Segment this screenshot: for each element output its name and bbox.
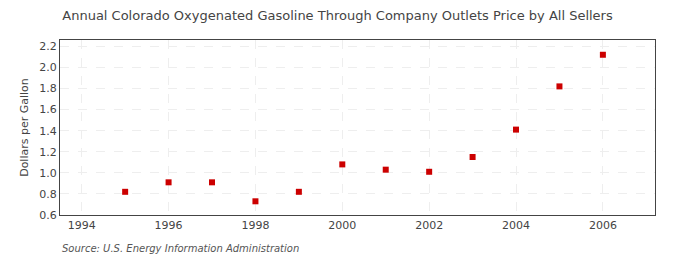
svg-text:1.8: 1.8 (39, 82, 57, 95)
svg-text:1.2: 1.2 (39, 146, 57, 159)
svg-text:2002: 2002 (415, 219, 443, 232)
svg-text:2000: 2000 (328, 219, 356, 232)
svg-text:2004: 2004 (502, 219, 530, 232)
svg-text:Source: U.S. Energy Informatio: Source: U.S. Energy Information Administ… (62, 243, 299, 254)
svg-text:1.4: 1.4 (39, 125, 57, 138)
svg-text:0.8: 0.8 (39, 188, 57, 201)
svg-text:2.2: 2.2 (39, 40, 57, 53)
svg-text:2006: 2006 (589, 219, 617, 232)
svg-text:1.6: 1.6 (39, 103, 57, 116)
svg-text:Annual Colorado Oxygenated Gas: Annual Colorado Oxygenated Gasoline Thro… (62, 8, 613, 23)
svg-text:1.0: 1.0 (39, 167, 57, 180)
svg-text:1994: 1994 (68, 219, 96, 232)
svg-text:1996: 1996 (155, 219, 183, 232)
svg-text:Dollars per Gallon: Dollars per Gallon (18, 78, 31, 177)
svg-text:0.6: 0.6 (39, 209, 57, 222)
svg-text:2.0: 2.0 (39, 61, 57, 74)
svg-text:1998: 1998 (241, 219, 269, 232)
